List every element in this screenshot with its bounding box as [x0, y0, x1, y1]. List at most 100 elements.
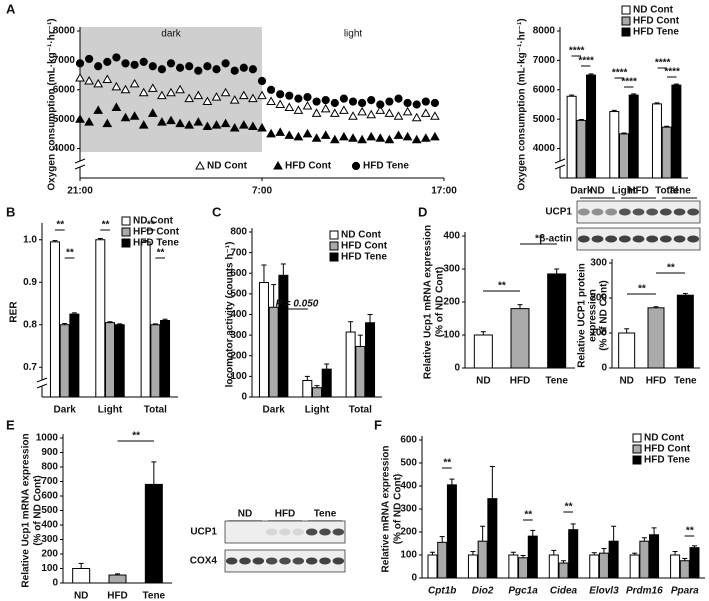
y-axis-title: Relative mRNA expression	[381, 446, 392, 573]
x-tick-label: Dark	[54, 405, 77, 416]
y-axis-title: Relative Ucp1 mRNA expression	[423, 225, 434, 379]
data-point	[111, 81, 122, 91]
blot-band	[239, 557, 251, 565]
data-point	[302, 128, 313, 138]
data-point	[403, 98, 412, 108]
region-label: dark	[161, 29, 181, 40]
annotation: **	[56, 220, 65, 231]
data-point	[275, 99, 286, 108]
legend-label: HFD Cont	[341, 241, 388, 252]
annotation: **	[535, 234, 544, 245]
blot-band	[659, 235, 672, 243]
blot-band	[265, 557, 278, 565]
data-point	[93, 78, 104, 88]
y-tick-label: 200	[443, 297, 460, 308]
data-point	[93, 105, 104, 114]
x-tick-label: ND	[476, 376, 490, 387]
y-tick-label: 8000	[53, 26, 76, 37]
data-point	[175, 84, 185, 94]
data-point	[184, 120, 195, 129]
blot-band	[605, 208, 618, 216]
data-point	[194, 66, 203, 75]
data-point	[402, 131, 413, 141]
axis-break	[74, 164, 86, 170]
y-tick-label: 700	[41, 476, 58, 487]
panel-letter: A	[6, 1, 16, 16]
data-point	[267, 85, 276, 94]
y-tick-label: 0	[601, 363, 607, 374]
lane-label: HFD	[275, 509, 296, 520]
data-point	[211, 92, 222, 101]
panel-letter: C	[212, 204, 222, 219]
annotation: **	[638, 284, 647, 295]
y-axis-title: Relative UCP1 protein	[577, 263, 588, 367]
legend-swatch	[632, 433, 642, 443]
bar	[670, 554, 681, 579]
data-point	[84, 75, 94, 85]
data-point	[348, 97, 358, 106]
x-tick-label: Dio2	[472, 586, 494, 597]
data-point	[339, 131, 349, 141]
bar	[365, 322, 376, 398]
legend-swatch	[621, 27, 631, 37]
bar	[661, 126, 672, 179]
x-tick-label: Light	[305, 405, 330, 416]
axis-break-gap	[555, 161, 565, 167]
legend-label: ND Cont	[644, 433, 685, 444]
bar	[95, 239, 106, 398]
legend-swatch	[121, 238, 131, 248]
bar	[160, 320, 171, 398]
x-tick-label: Tene	[143, 591, 166, 601]
data-point	[312, 97, 321, 106]
data-point	[430, 131, 440, 141]
data-point	[120, 112, 131, 122]
lane-label: HFD	[628, 186, 649, 197]
y-tick-label: 600	[230, 268, 247, 279]
panel-letter: D	[418, 204, 427, 219]
data-point	[320, 103, 331, 113]
y-tick-label: 100	[41, 563, 58, 574]
y-tick-label: 5000	[533, 114, 556, 125]
bar	[477, 540, 488, 579]
data-point	[421, 97, 430, 106]
annotation: ****	[611, 68, 628, 79]
blot-band	[292, 557, 305, 565]
legend-label: HFD Tene	[644, 455, 690, 466]
data-point	[176, 63, 185, 72]
lane-label: ND	[590, 186, 604, 197]
data-point	[430, 98, 439, 108]
y-tick-label: 0	[241, 392, 247, 403]
legend-label: HFD Tene	[363, 161, 409, 172]
axis-break-gap	[75, 161, 85, 167]
blot-row-label: UCP1	[545, 207, 572, 218]
bar	[629, 554, 640, 579]
y-tick-label: 600	[41, 491, 58, 502]
y-tick-label: 6000	[53, 84, 76, 95]
bar	[446, 484, 457, 579]
y-tick-label: 5000	[53, 114, 76, 125]
data-point	[157, 117, 167, 126]
data-point	[430, 111, 440, 120]
data-point	[166, 87, 176, 97]
blot-row-label: UCP1	[190, 527, 217, 538]
data-point	[285, 91, 294, 100]
data-point	[185, 62, 194, 71]
bar	[576, 119, 587, 179]
annotation: **	[156, 248, 165, 259]
legend-swatch	[329, 252, 339, 262]
x-tick-label: Total	[349, 405, 372, 416]
y-axis-title: (% of ND Cont)	[599, 280, 610, 351]
y-tick-label: 200	[41, 549, 58, 560]
lane-label: ND	[238, 509, 252, 520]
blot-row-label: COX4	[190, 556, 218, 567]
blot-row-label: β-actin	[539, 234, 572, 245]
x-tick-label: Prdm16	[626, 586, 663, 597]
data-point	[202, 121, 213, 131]
y-tick-label: 500	[41, 505, 58, 516]
bar	[59, 324, 70, 398]
bar	[689, 547, 700, 579]
data-point	[85, 54, 94, 64]
y-tick-label: 300	[41, 534, 58, 545]
blot-band	[577, 208, 590, 216]
bar	[548, 554, 559, 579]
